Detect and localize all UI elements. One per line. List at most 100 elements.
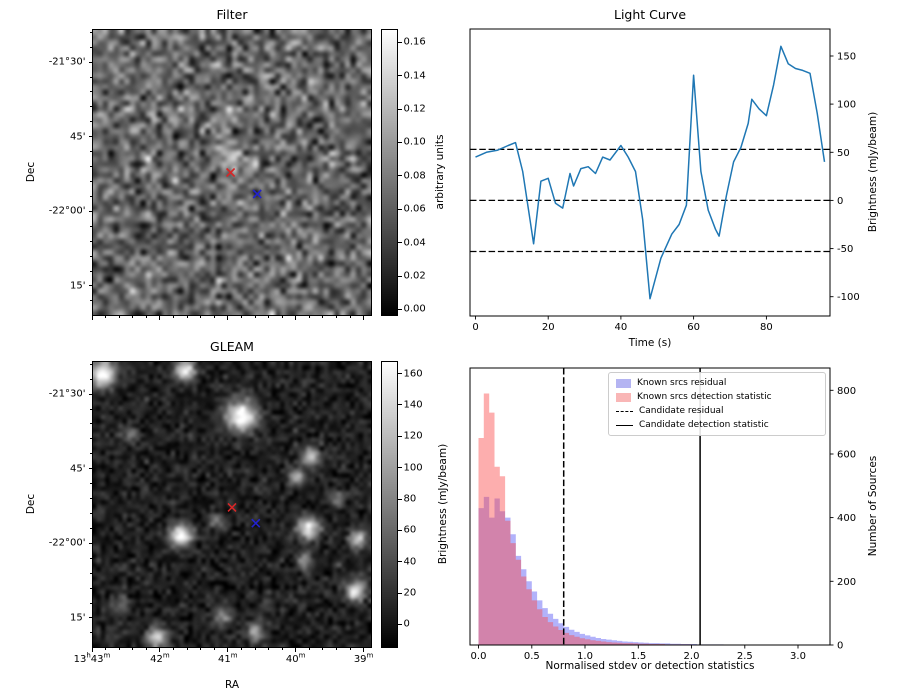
legend-solid-line-swatch: [616, 424, 633, 426]
dec-tick: [88, 210, 92, 212]
ra-minor-tick: [349, 648, 351, 650]
colorbar-tick: [398, 308, 402, 310]
x-tick-label: 0: [472, 322, 478, 333]
dec-tick-label: 15': [70, 280, 86, 292]
x-tick-label: 3.0: [790, 651, 806, 662]
y-tick-label: 100: [837, 100, 856, 111]
ra-minor-tick: [105, 648, 106, 650]
ra-minor-tick: [308, 648, 310, 650]
hist-series-1: [478, 393, 830, 645]
ra-tick: [363, 316, 365, 320]
ra-minor-tick: [281, 648, 283, 650]
candidate-marker-red: [226, 167, 236, 178]
colorbar-tick-label: 40: [403, 556, 417, 568]
colorbar-tick: [398, 175, 402, 177]
legend-item: Known srcs detection statistic: [616, 391, 818, 403]
ra-tick: [295, 648, 297, 652]
gleam-title: GLEAM: [210, 339, 254, 354]
ra-minor-tick: [268, 316, 269, 318]
y-tick-label: -100: [837, 292, 860, 303]
ra-minor-tick: [118, 648, 120, 650]
dec-tick-label: 45': [70, 131, 86, 143]
ra-minor-tick: [213, 316, 215, 318]
ra-minor-tick: [349, 316, 351, 318]
colorbar-tick-label: 0.06: [403, 203, 426, 215]
ra-minor-tick: [281, 316, 283, 318]
x-tick-label: 60: [687, 322, 700, 333]
filter-colorbar: [381, 29, 398, 316]
filter-ylabel: Dec: [25, 161, 37, 183]
ra-minor-tick: [308, 316, 310, 318]
y-tick-label: 600: [837, 450, 856, 461]
dec-minor-tick: [90, 255, 92, 257]
colorbar-tick: [398, 529, 402, 531]
ra-minor-tick: [186, 316, 188, 318]
colorbar-tick-label: 100: [403, 462, 423, 474]
legend-patch-swatch: [616, 378, 631, 388]
colorbar-tick: [398, 404, 402, 406]
legend-item: Candidate residual: [616, 405, 818, 417]
ra-tick: [159, 316, 161, 320]
ra-tick: [363, 648, 365, 652]
colorbar-tick-label: 0.04: [403, 237, 426, 249]
colorbar-tick: [398, 467, 402, 469]
x-tick-label: 1.5: [630, 651, 646, 662]
lightcurve-xlabel: Time (s): [628, 337, 672, 349]
ra-tick-label: 40m: [285, 651, 306, 665]
dec-tick-label: -22°00': [48, 205, 86, 217]
histogram-plot: 0.0 0.5 1.0 1.5 2.0 2.5 3.0 0 200 400 600 800: [469, 367, 856, 662]
dec-minor-tick: [90, 225, 92, 227]
gleam-xlabel: RA: [224, 679, 240, 691]
dec-minor-tick: [90, 195, 92, 197]
dec-tick: [88, 61, 92, 63]
dec-minor-tick: [90, 166, 92, 167]
filter-image: [92, 29, 372, 316]
legend: Known srcs residual Known srcs detection …: [608, 372, 826, 436]
ra-minor-tick: [322, 648, 324, 650]
legend-label: Known srcs detection statistic: [637, 392, 772, 402]
legend-label: Candidate detection statistic: [639, 420, 769, 430]
ra-minor-tick: [132, 648, 134, 650]
dec-minor-tick: [90, 363, 92, 365]
ra-minor-tick: [240, 648, 242, 650]
dec-minor-tick: [90, 300, 92, 302]
ra-minor-tick: [186, 648, 188, 650]
dec-tick: [88, 285, 92, 287]
colorbar-tick-label: 20: [403, 587, 417, 599]
dec-minor-tick: [90, 408, 92, 410]
ra-tick: [159, 648, 161, 652]
ra-tick: [91, 316, 93, 320]
ra-tick-label: 41m: [218, 651, 238, 665]
y-tick-label: 400: [837, 513, 856, 524]
colorbar-tick-label: 0.14: [403, 70, 426, 82]
dec-minor-tick: [90, 76, 92, 78]
ra-minor-tick: [118, 316, 120, 318]
hist-series-0: [478, 496, 830, 645]
x-tick-label: 2.0: [684, 651, 700, 662]
dec-minor-tick: [90, 46, 92, 48]
ra-minor-tick: [254, 648, 256, 650]
colorbar-tick: [398, 624, 402, 625]
dec-minor-tick: [90, 438, 92, 440]
dec-tick-label: -21°30': [48, 56, 86, 68]
dec-minor-tick: [90, 453, 92, 455]
dec-tick-label: 15': [70, 612, 86, 624]
dec-minor-tick: [90, 270, 92, 272]
dec-minor-tick: [90, 378, 92, 380]
lightcurve-title: Light Curve: [613, 7, 687, 22]
y-tick-label: 0: [837, 641, 843, 652]
legend-item: Candidate detection statistic: [616, 419, 818, 431]
dec-minor-tick: [90, 240, 92, 242]
ra-minor-tick: [268, 648, 269, 650]
x-tick-label: 0.0: [471, 651, 487, 662]
dec-minor-tick: [90, 498, 92, 499]
ra-minor-tick: [200, 648, 202, 650]
filter-markers-overlay: [226, 167, 262, 199]
dec-minor-tick: [90, 31, 92, 33]
colorbar-tick-label: 0.16: [403, 36, 426, 48]
y-tick-label: 50: [837, 148, 850, 159]
x-tick-label: 20: [542, 322, 555, 333]
colorbar-tick-label: 0.10: [403, 136, 426, 148]
ra-minor-tick: [145, 316, 147, 318]
